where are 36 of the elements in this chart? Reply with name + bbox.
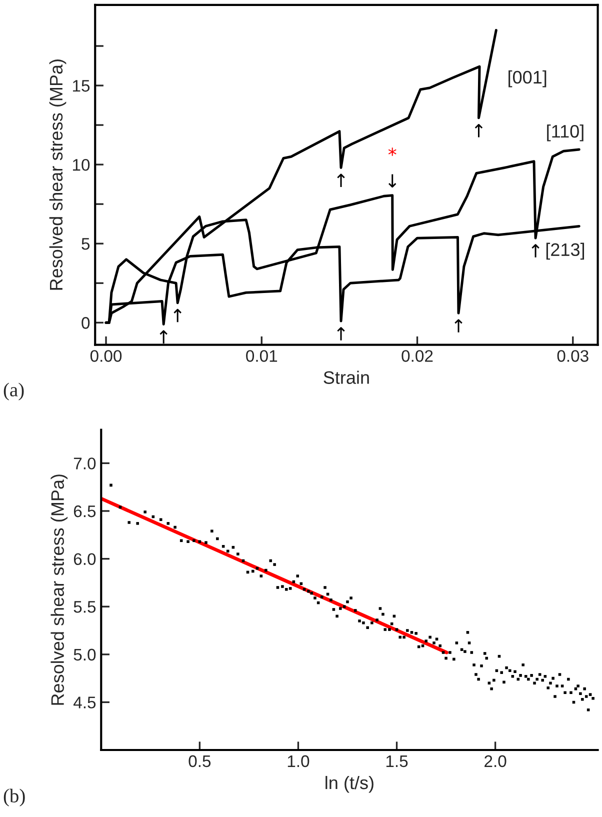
y-axis-title: Resolved shear stress (MPa) bbox=[49, 60, 66, 290]
x-axis-title: ln (t/s) bbox=[326, 776, 374, 793]
y-tick-label: 0 bbox=[82, 317, 90, 329]
annotation: ↑ bbox=[337, 174, 345, 187]
text: (b) bbox=[4, 788, 25, 806]
series-label: [001] bbox=[508, 70, 546, 88]
y-tick-label: 6.5 bbox=[74, 505, 96, 518]
x-tick-label: 1.0 bbox=[288, 755, 310, 768]
x-tick-label: 2.0 bbox=[484, 755, 506, 768]
y-tick-label: 6.0 bbox=[74, 553, 96, 566]
annotation: ↑ bbox=[474, 124, 483, 138]
x-tick-label: 0.03 bbox=[557, 350, 588, 362]
series-label: [110] bbox=[547, 124, 584, 142]
x-tick-label: 0.00 bbox=[90, 350, 122, 362]
x-tick-label: 0.5 bbox=[188, 755, 211, 768]
y-tick-label: 7.0 bbox=[74, 458, 96, 470]
y-tick-label: 5 bbox=[82, 238, 90, 250]
annotation: ↑ bbox=[532, 244, 540, 258]
y-tick-label: 5.0 bbox=[74, 648, 96, 661]
x-axis-title: Strain bbox=[324, 370, 369, 384]
annotation: ↑ bbox=[160, 330, 168, 344]
y-tick-label: 5.5 bbox=[74, 601, 96, 613]
x-tick-label: 0.01 bbox=[246, 350, 278, 362]
y-tick-label: 10 bbox=[72, 158, 90, 171]
annotation: ↑ bbox=[337, 327, 345, 340]
y-tick-label: 15 bbox=[72, 80, 90, 92]
annotation: * bbox=[388, 148, 396, 156]
text: (a) bbox=[4, 382, 24, 400]
annotation: ↓ bbox=[388, 174, 396, 188]
annotation: ↑ bbox=[454, 319, 462, 332]
y-tick-label: 4.5 bbox=[73, 696, 96, 708]
series-label: [213] bbox=[546, 242, 584, 260]
x-tick-label: 1.5 bbox=[386, 755, 408, 768]
annotation: ↑ bbox=[174, 308, 182, 322]
x-tick-label: 0.02 bbox=[402, 350, 433, 362]
y-axis-title: Resolved shear stress (MPa) bbox=[50, 474, 68, 705]
